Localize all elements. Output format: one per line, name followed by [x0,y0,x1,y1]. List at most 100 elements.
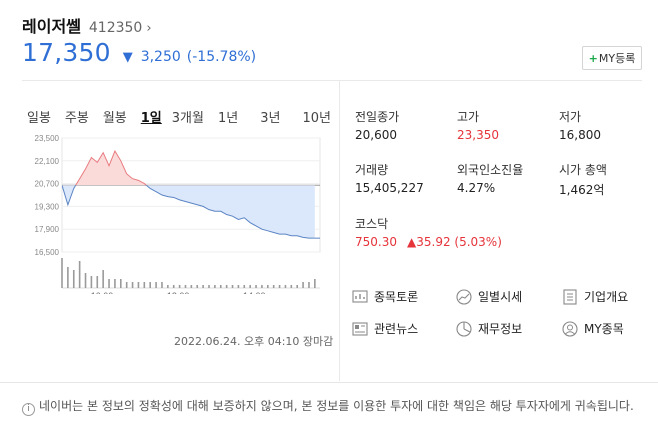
volume-bar [84,273,87,288]
volume-bar [190,285,193,288]
volume-bar [161,282,163,288]
volume-bar [90,276,93,288]
info-icon: i [22,403,35,416]
financial-info-link[interactable]: 재무정보 [456,320,522,337]
chart-volume-bars [61,258,320,289]
daily-price-link[interactable]: 일별시세 [456,288,522,305]
board-icon [352,289,368,303]
price-area-down [62,185,315,239]
discussion-link[interactable]: 종목토론 [352,288,418,305]
volume-bar [184,285,187,288]
high-value: 23,350 [457,128,499,142]
y-tick-label: 17,900 [35,225,60,234]
column-divider [339,81,340,381]
y-tick-label: 20,700 [35,180,60,189]
volume-value: 15,405,227 [355,181,424,195]
tab-1-year[interactable]: 1년 [217,111,239,126]
prev-close-label: 전일종가 [355,110,400,124]
stock-title-row[interactable]: 레이저쎌 412350 › [22,13,152,37]
volume-bar [284,285,287,288]
y-tick-label: 19,300 [35,202,60,211]
chart-timestamp: 2022.06.24. 오후 04:10 장마감 [174,335,334,348]
volume-bar [67,267,69,288]
price-line-down [62,185,315,239]
footer-divider [0,382,658,383]
volume-bar [172,285,175,288]
price-row: 17,350 ▼ 3,250 (-15.78%) [22,38,256,67]
price-line-up [62,149,148,186]
disclaimer: i 네이버는 본 정보의 정확성에 대해 보증하지 않으며, 본 정보를 이용한 … [22,398,652,416]
volume-bar [249,285,251,288]
price-area-up [62,151,315,186]
volume-bar [214,285,216,288]
my-stocks-link-label: MY종목 [584,322,624,336]
volume-bar [96,276,99,288]
kosdaq-change: ▲35.92 (5.03%) [407,235,502,249]
company-overview-link[interactable]: 기업개요 [562,288,628,305]
volume-bar [237,285,240,288]
volume-bar [72,270,75,288]
volume-bar [78,261,81,288]
volume-bar [61,258,63,288]
financial-info-link-label: 재무정보 [478,322,523,336]
price-change-percent: (-15.78%) [186,49,257,65]
header-divider [22,80,642,81]
stock-header: 레이저쎌 412350 › 17,350 ▼ 3,250 (-15.78%) +… [22,10,642,80]
low-value: 16,800 [559,128,601,142]
price-change: 3,250 [140,49,181,65]
volume-bar [302,282,304,288]
add-my-stock-button[interactable]: + MY등록 [582,46,642,70]
my-stocks-link[interactable]: MY종목 [562,320,624,337]
volume-label: 거래량 [355,163,389,177]
tab-daily[interactable]: 일봉 [27,111,51,126]
prev-close-value: 20,600 [355,128,397,142]
tab-3-years[interactable]: 3년 [260,111,281,126]
discussion-link-label: 종목토론 [374,290,419,304]
volume-bar [155,282,157,288]
tab-weekly[interactable]: 주봉 [64,111,89,126]
volume-bar [225,285,228,288]
chevron-right-icon[interactable]: › [146,21,152,36]
related-news-link-label: 관련뉴스 [374,322,419,336]
high-label: 고가 [457,110,480,124]
daily-price-link-label: 일별시세 [478,290,523,304]
market-cap-label: 시가 총액 [559,163,607,177]
related-news-link[interactable]: 관련뉴스 [352,320,418,337]
x-tick-label: 12:00 [167,291,190,294]
volume-bar [114,279,116,288]
y-tick-label: 16,500 [35,248,60,257]
chart-axis-labels: 23,500 22,100 20,700 19,300 17,900 16,500 10:0… [35,134,266,294]
volume-bar [202,285,204,288]
volume-bar [290,285,293,288]
volume-bar [208,285,210,288]
kosdaq-label[interactable]: 코스닥 [355,217,389,231]
down-arrow-icon: ▼ [122,50,133,65]
volume-bar [137,282,140,288]
disclaimer-text: 네이버는 본 정보의 정확성에 대해 보증하지 않으며, 본 정보를 이용한 투… [39,399,634,413]
add-my-stock-label: MY등록 [598,52,636,65]
volume-bar [120,279,122,288]
foreign-rate-value: 4.27% [457,181,496,195]
volume-bar [149,282,151,288]
tab-monthly[interactable]: 월봉 [102,111,127,126]
volume-bar [108,279,110,288]
stock-code[interactable]: 412350 [88,20,143,36]
volume-bar [296,285,298,288]
tab-3-months[interactable]: 3개월 [171,111,204,126]
intraday-price-chart[interactable]: 23,500 22,100 20,700 19,300 17,900 16,500 10:0… [22,134,322,294]
kosdaq-value: 750.30 [355,235,397,249]
company-overview-link-label: 기업개요 [584,290,629,304]
foreign-rate-label: 외국인소진율 [457,163,524,177]
plus-icon: + [588,51,598,65]
volume-bar [261,285,263,288]
x-tick-label: 14:00 [243,291,266,294]
volume-bar [308,282,310,288]
tab-1-day[interactable]: 1일 [140,111,162,126]
pie-chart-icon [456,320,472,337]
tab-10-years[interactable]: 10년 [302,111,331,126]
volume-bar [278,285,281,288]
chart-price-area [62,149,320,239]
volume-bar [243,285,246,288]
stock-name[interactable]: 레이저쎌 [22,17,81,36]
x-tick-label: 10:00 [91,291,114,294]
